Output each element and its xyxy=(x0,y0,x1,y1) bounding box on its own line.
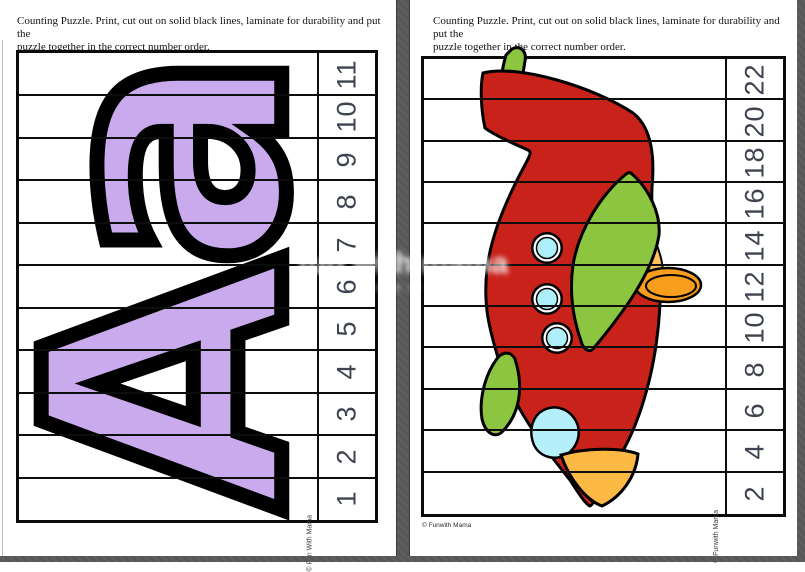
strip-number: 4 xyxy=(331,363,362,380)
strip-number: 12 xyxy=(739,270,770,303)
nose-cone xyxy=(559,447,640,508)
cut-line xyxy=(19,477,375,479)
strip-number: 3 xyxy=(331,405,362,422)
strip-number: 16 xyxy=(739,187,770,220)
instructions-line-1: Counting Puzzle. Print, cut out on solid… xyxy=(433,15,780,40)
strip-number: 8 xyxy=(739,361,770,378)
instructions-line-1: Counting Puzzle. Print, cut out on solid… xyxy=(17,15,381,40)
number-cell: 22 xyxy=(727,59,783,100)
engine-exhaust-inner-ring xyxy=(645,274,697,298)
number-cell: 14 xyxy=(727,224,783,265)
strip-number: 11 xyxy=(331,59,362,90)
cut-line xyxy=(424,181,783,183)
cut-line xyxy=(19,179,375,181)
viewer-right-edge xyxy=(797,0,805,562)
number-cell: 10 xyxy=(319,95,375,137)
instructions-text: Counting Puzzle. Print, cut out on solid… xyxy=(17,15,391,54)
number-cell: 6 xyxy=(727,390,783,431)
cut-line xyxy=(19,94,375,96)
cut-line xyxy=(424,222,783,224)
puzzle-frame-right: 22 20 18 16 14 12 10 8 6 4 2 © Funwith M… xyxy=(421,46,786,563)
strip-number: 10 xyxy=(739,311,770,344)
strip-number: 8 xyxy=(331,193,362,210)
windshield xyxy=(530,406,580,459)
number-cell: 4 xyxy=(727,431,783,472)
cut-line xyxy=(424,429,783,431)
strip-number: 5 xyxy=(331,320,362,337)
number-cell: 11 xyxy=(319,53,375,95)
strip-number: 10 xyxy=(331,100,362,133)
airplane-small-wing xyxy=(479,351,522,437)
number-column-divider xyxy=(317,53,319,520)
strip-number: 4 xyxy=(739,443,770,460)
number-cell: 3 xyxy=(319,393,375,435)
page-gap-bar xyxy=(396,0,410,562)
worksheet-page-letter-aa: Counting Puzzle. Print, cut out on solid… xyxy=(0,0,396,572)
instructions-text: Counting Puzzle. Print, cut out on solid… xyxy=(433,15,789,54)
cut-line xyxy=(19,137,375,139)
strip-number: 6 xyxy=(331,278,362,295)
cut-line xyxy=(19,307,375,309)
window-2 xyxy=(531,283,563,315)
airplane-graphic xyxy=(479,46,703,508)
strip-number: 2 xyxy=(331,448,362,465)
number-cell: 12 xyxy=(727,266,783,307)
viewer-bottom-edge xyxy=(0,556,805,562)
strip-number: 14 xyxy=(739,229,770,262)
cut-line xyxy=(424,305,783,307)
cut-line xyxy=(19,392,375,394)
puzzle-frame-left: Aa 11 10 9 8 7 6 5 4 3 2 1 © Fun With Ma… xyxy=(0,50,378,572)
number-cell: 2 xyxy=(319,435,375,477)
window-3 xyxy=(541,322,573,354)
number-cell: 16 xyxy=(727,183,783,224)
cut-line xyxy=(424,346,783,348)
letter-aa-text: Aa xyxy=(0,54,367,519)
window-1 xyxy=(531,232,563,264)
number-column-divider xyxy=(725,59,727,514)
strip-number: 6 xyxy=(739,402,770,419)
number-cell: 1 xyxy=(319,478,375,520)
strip-number: 9 xyxy=(331,151,362,168)
strip-number: 2 xyxy=(739,485,770,502)
instructions-line-2: puzzle together in the correct number or… xyxy=(433,41,626,53)
strip-number: 1 xyxy=(331,490,362,507)
number-cell: 7 xyxy=(319,223,375,265)
cut-line xyxy=(424,98,783,100)
strip-number: 20 xyxy=(739,105,770,138)
cut-line xyxy=(19,349,375,351)
number-cell: 6 xyxy=(319,265,375,307)
number-cell: 9 xyxy=(319,138,375,180)
cut-line xyxy=(424,140,783,142)
cut-line xyxy=(424,471,783,473)
number-cell: 8 xyxy=(727,349,783,390)
worksheet-page-airplane: Counting Puzzle. Print, cut out on solid… xyxy=(408,0,797,563)
number-cell: 10 xyxy=(727,307,783,348)
number-column-left: 11 10 9 8 7 6 5 4 3 2 1 xyxy=(319,53,375,520)
number-cell: 4 xyxy=(319,350,375,392)
cut-line xyxy=(19,434,375,436)
number-column-right: 22 20 18 16 14 12 10 8 6 4 2 xyxy=(727,59,783,514)
number-cell: 5 xyxy=(319,308,375,350)
number-cell: 8 xyxy=(319,180,375,222)
strip-number: 22 xyxy=(739,63,770,96)
number-cell: 20 xyxy=(727,100,783,141)
cut-line xyxy=(424,264,783,266)
copyright-vertical: © Fun With Mama xyxy=(307,515,314,572)
cut-line xyxy=(424,388,783,390)
strip-number: 7 xyxy=(331,236,362,253)
number-cell: 18 xyxy=(727,142,783,183)
cut-line xyxy=(19,264,375,266)
strip-number: 18 xyxy=(739,146,770,179)
cut-line xyxy=(19,222,375,224)
page-edge-line xyxy=(2,40,3,556)
letter-aa-graphic: Aa xyxy=(0,53,367,520)
copyright-bottom: © Funwith Mama xyxy=(422,522,472,529)
number-cell: 2 xyxy=(727,473,783,514)
